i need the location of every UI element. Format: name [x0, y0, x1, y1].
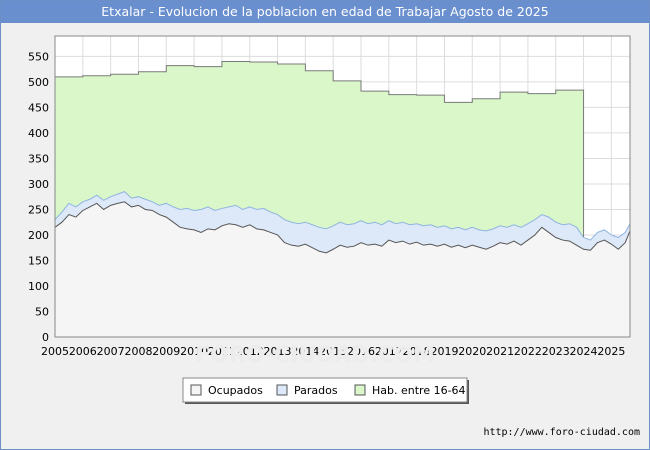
legend-box — [182, 377, 468, 403]
x-tick-label-2025: 2025 — [597, 345, 625, 358]
plot-border — [54, 35, 631, 338]
x-tick-label-2021: 2021 — [486, 345, 514, 358]
y-tick-label-100: 100 — [28, 280, 49, 293]
x-tick-label-2011: 2011 — [208, 345, 236, 358]
x-tick-label-2015: 2015 — [319, 345, 347, 358]
series-line-hab-16-64 — [55, 61, 585, 241]
source-url[interactable]: http://www.foro-ciudad.com — [483, 427, 640, 438]
x-tick-label-2014: 2014 — [291, 345, 319, 358]
x-tick-label-2016: 2016 — [347, 345, 375, 358]
y-tick-label-150: 150 — [28, 254, 49, 267]
x-tick-label-2013: 2013 — [264, 345, 292, 358]
y-tick-label-550: 550 — [28, 50, 49, 63]
chart-title: Etxalar - Evolucion de la poblacion en e… — [1, 1, 649, 23]
y-tick-label-450: 450 — [28, 101, 49, 114]
x-tick-label-2024: 2024 — [570, 345, 598, 358]
x-tick-label-2005: 2005 — [41, 345, 69, 358]
x-tick-label-2006: 2006 — [69, 345, 97, 358]
legend-swatch-hab-entre-16-64 — [354, 384, 366, 396]
series-line-parados — [54, 191, 631, 241]
x-tick-label-2023: 2023 — [542, 345, 570, 358]
x-tick-label-2010: 2010 — [180, 345, 208, 358]
legend-label-hab-entre-16-64: Hab. entre 16-64 — [372, 384, 466, 397]
y-tick-label-50: 50 — [35, 305, 49, 318]
y-tick-label-300: 300 — [28, 178, 49, 191]
series-area-ocupados — [55, 201, 630, 337]
x-tick-label-2020: 2020 — [458, 345, 486, 358]
watermark: FORO-CIUDAD.COM — [195, 343, 435, 368]
y-tick-label-500: 500 — [28, 76, 49, 89]
x-tick-label-2007: 2007 — [97, 345, 125, 358]
series-line-ocupados — [54, 201, 631, 254]
series-layer — [54, 61, 631, 337]
legend-swatch-ocupados — [190, 384, 202, 396]
y-tick-label-350: 350 — [28, 152, 49, 165]
x-tick-label-2019: 2019 — [430, 345, 458, 358]
x-tick-label-2022: 2022 — [514, 345, 542, 358]
legend-label-ocupados: Ocupados — [208, 384, 263, 397]
legend-swatch-parados — [276, 384, 288, 396]
y-tick-label-0: 0 — [42, 331, 49, 344]
legend: Ocupados Parados Hab. entre 16-64 — [182, 377, 469, 404]
x-tick-label-2012: 2012 — [236, 345, 264, 358]
legend-label-parados: Parados — [294, 384, 338, 397]
x-tick-label-2017: 2017 — [375, 345, 403, 358]
y-tick-label-400: 400 — [28, 127, 49, 140]
y-tick-label-250: 250 — [28, 203, 49, 216]
x-tick-label-2009: 2009 — [152, 345, 180, 358]
x-tick-label-2018: 2018 — [403, 345, 431, 358]
y-tick-label-200: 200 — [28, 229, 49, 242]
x-tick-label-2008: 2008 — [124, 345, 152, 358]
